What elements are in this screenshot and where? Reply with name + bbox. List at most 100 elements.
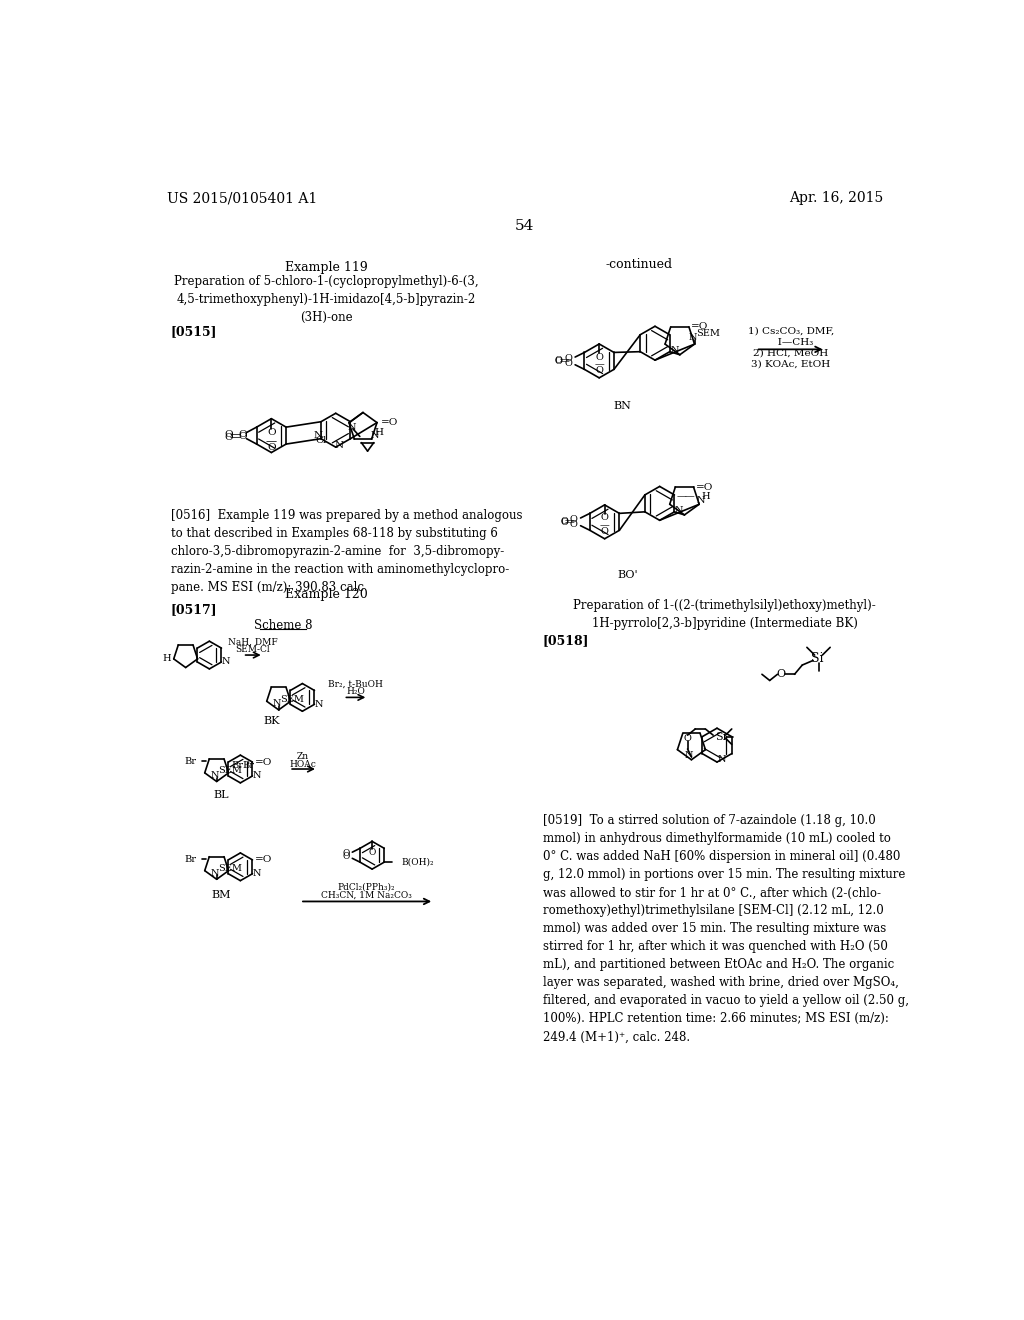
Text: Example 120: Example 120 — [285, 589, 368, 601]
Text: =O: =O — [255, 855, 272, 865]
Text: N: N — [348, 422, 356, 432]
Text: Preparation of 5-chloro-1-(cyclopropylmethyl)-6-(3,
4,5-trimethoxyphenyl)-1H-imi: Preparation of 5-chloro-1-(cyclopropylme… — [174, 276, 478, 325]
Text: H: H — [375, 428, 384, 437]
Text: O: O — [560, 516, 568, 525]
Text: O: O — [601, 513, 608, 523]
Text: -continued: -continued — [606, 259, 673, 272]
Text: [0515]: [0515] — [171, 326, 217, 338]
Text: O: O — [343, 853, 350, 861]
Text: N: N — [689, 334, 697, 342]
Text: Br: Br — [185, 855, 197, 865]
Text: —: — — [684, 492, 694, 500]
Text: US 2015/0105401 A1: US 2015/0105401 A1 — [167, 191, 317, 206]
Text: N: N — [211, 869, 219, 878]
Text: O: O — [239, 430, 247, 440]
Text: SEM: SEM — [281, 694, 304, 704]
Text: N: N — [314, 700, 324, 709]
Text: NaH, DMF: NaH, DMF — [228, 638, 278, 647]
Text: BO': BO' — [617, 570, 638, 579]
Text: N: N — [371, 432, 379, 441]
Text: Example 119: Example 119 — [285, 261, 368, 273]
Text: HOAc: HOAc — [290, 760, 316, 768]
Text: O: O — [684, 734, 691, 743]
Text: SEM: SEM — [218, 766, 243, 775]
Text: —: — — [229, 429, 241, 440]
Text: N: N — [211, 771, 219, 780]
Text: H₂O: H₂O — [346, 688, 366, 697]
Text: Scheme 8: Scheme 8 — [254, 619, 312, 632]
Text: O: O — [555, 355, 563, 364]
Text: O: O — [595, 352, 603, 362]
Text: BL: BL — [213, 789, 228, 800]
Text: Si: Si — [715, 731, 726, 742]
Text: —: — — [565, 516, 574, 525]
Text: CH₃CN, 1M Na₂CO₃: CH₃CN, 1M Na₂CO₃ — [322, 891, 412, 900]
Text: BM: BM — [211, 890, 230, 900]
Text: =O: =O — [691, 322, 709, 331]
Text: —: — — [559, 355, 569, 364]
Text: O: O — [560, 519, 568, 527]
Text: BN: BN — [613, 401, 632, 411]
Text: —: — — [594, 360, 604, 370]
Text: —: — — [229, 432, 241, 442]
Text: [0519]  To a stirred solution of 7-azaindole (1.18 g, 10.0
mmol) in anhydrous di: [0519] To a stirred solution of 7-azaind… — [543, 814, 908, 1043]
Text: —: — — [266, 436, 276, 446]
Text: N: N — [222, 657, 230, 667]
Text: N: N — [313, 432, 323, 440]
Text: SEM: SEM — [696, 329, 720, 338]
Text: 3) KOAc, EtOH: 3) KOAc, EtOH — [751, 359, 830, 368]
Text: Apr. 16, 2015: Apr. 16, 2015 — [788, 191, 883, 206]
Text: —: — — [677, 492, 686, 500]
Text: N: N — [675, 506, 683, 515]
Text: H: H — [701, 492, 710, 502]
Text: O: O — [569, 520, 578, 528]
Text: O: O — [777, 669, 785, 680]
Text: O: O — [267, 442, 275, 451]
Text: O: O — [569, 515, 578, 524]
Text: =O: =O — [695, 483, 713, 491]
Text: —: — — [559, 358, 569, 366]
Text: H: H — [162, 655, 171, 664]
Text: 2) HCl, MeOH: 2) HCl, MeOH — [753, 348, 828, 358]
Text: =O: =O — [255, 758, 272, 767]
Text: O: O — [601, 528, 608, 536]
Text: SEM: SEM — [218, 865, 243, 873]
Text: —: — — [600, 521, 609, 531]
Text: O: O — [239, 432, 247, 441]
Text: PdCl₂(PPh₃)₂: PdCl₂(PPh₃)₂ — [338, 883, 395, 892]
Text: —: — — [565, 519, 574, 527]
Text: 54: 54 — [515, 219, 535, 234]
Text: N: N — [696, 496, 705, 506]
Text: Si: Si — [811, 652, 824, 665]
Text: N: N — [253, 870, 261, 878]
Text: BK: BK — [263, 717, 280, 726]
Text: N: N — [670, 346, 679, 355]
Text: Preparation of 1-((2-(trimethylsilyl)ethoxy)methyl)-
1H-pyrrolo[2,3-b]pyridine (: Preparation of 1-((2-(trimethylsilyl)eth… — [573, 599, 877, 630]
Text: Br: Br — [185, 758, 197, 767]
Text: O: O — [595, 367, 603, 375]
Text: O: O — [224, 429, 233, 438]
Text: Br: Br — [231, 762, 244, 771]
Text: N: N — [253, 771, 261, 780]
Text: =O: =O — [381, 418, 398, 428]
Text: O: O — [564, 359, 572, 368]
Text: Cl: Cl — [315, 437, 327, 445]
Text: N: N — [718, 755, 726, 763]
Text: N: N — [272, 700, 282, 709]
Text: B(OH)₂: B(OH)₂ — [401, 858, 434, 867]
Text: [0518]: [0518] — [543, 635, 589, 647]
Text: [0517]: [0517] — [171, 603, 217, 616]
Text: N: N — [334, 441, 343, 450]
Text: O: O — [224, 433, 233, 442]
Text: O: O — [555, 358, 563, 366]
Text: SEM-Cl: SEM-Cl — [236, 645, 270, 653]
Text: O: O — [564, 354, 572, 363]
Text: Zn: Zn — [297, 752, 309, 762]
Text: I—CH₃: I—CH₃ — [768, 338, 813, 347]
Text: O: O — [369, 849, 376, 858]
Text: 1) Cs₂CO₃, DMF,: 1) Cs₂CO₃, DMF, — [748, 326, 834, 335]
Text: N: N — [685, 751, 693, 759]
Text: O: O — [267, 428, 275, 437]
Text: Br₂, t-BuOH: Br₂, t-BuOH — [329, 680, 383, 689]
Text: Br: Br — [242, 762, 254, 771]
